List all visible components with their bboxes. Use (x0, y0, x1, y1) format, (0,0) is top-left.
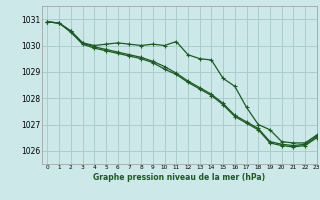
X-axis label: Graphe pression niveau de la mer (hPa): Graphe pression niveau de la mer (hPa) (93, 173, 265, 182)
